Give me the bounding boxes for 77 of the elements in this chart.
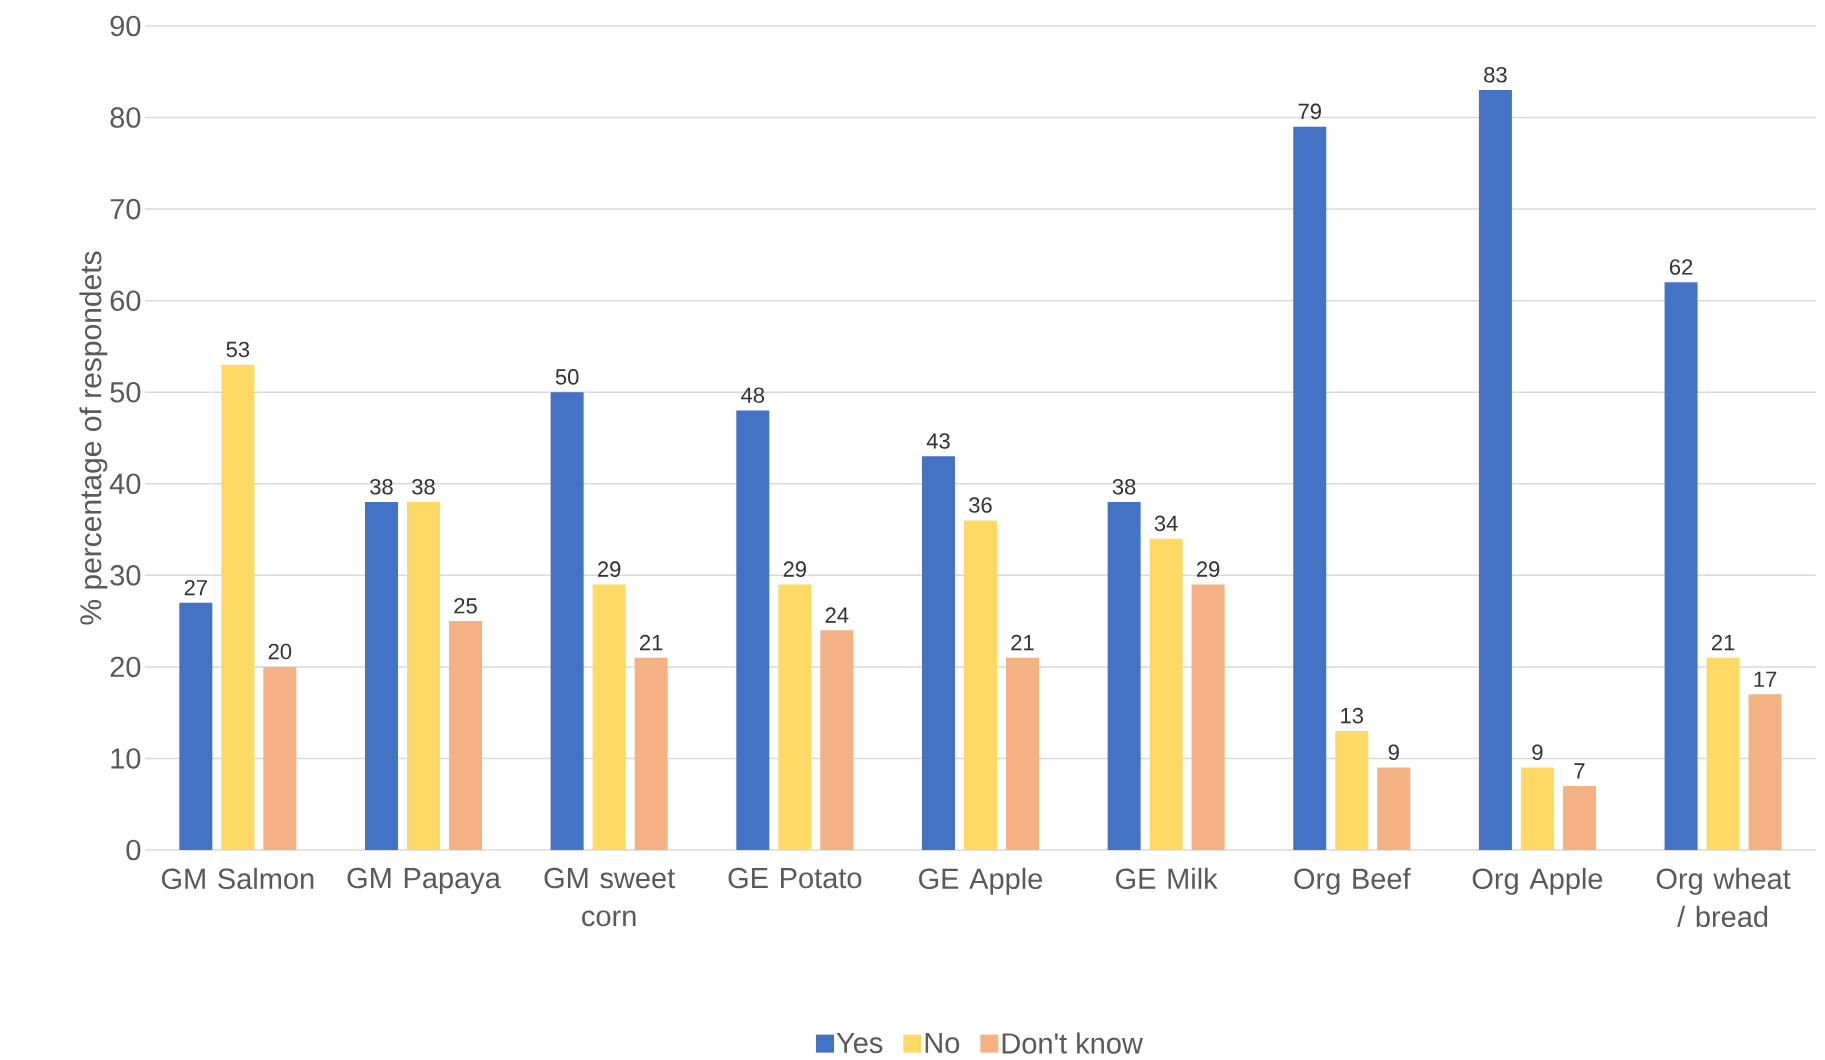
bar <box>263 666 297 850</box>
bar <box>1293 126 1327 850</box>
bar <box>1149 538 1183 850</box>
data-label: 53 <box>226 341 250 358</box>
x-tick-label: Org wheat / bread <box>1656 867 1791 928</box>
bar <box>1706 657 1740 850</box>
x-tick-label: GE Potato <box>728 867 862 889</box>
y-axis-title: % percentage of respondets <box>79 251 108 625</box>
data-label: 79 <box>1298 103 1321 120</box>
bar <box>1748 694 1782 850</box>
data-label: 29 <box>598 561 621 577</box>
x-tick-label: GM Papaya <box>347 867 501 895</box>
data-label: 43 <box>926 433 950 449</box>
bar <box>1520 767 1554 850</box>
data-label: 36 <box>969 497 992 513</box>
data-label: 21 <box>1711 634 1735 651</box>
data-label: 9 <box>1388 744 1399 761</box>
bar <box>550 392 584 850</box>
y-tick-label: 0 <box>126 839 141 861</box>
y-tick-label: 90 <box>110 15 141 37</box>
data-label: 83 <box>1484 66 1507 83</box>
data-label: 48 <box>741 387 765 404</box>
legend-label: No <box>925 1032 960 1054</box>
bar <box>1107 502 1141 850</box>
data-label: 21 <box>640 634 663 651</box>
bar <box>921 456 955 850</box>
legend-label: Don't know <box>1002 1032 1143 1054</box>
bar <box>448 621 482 850</box>
bar <box>1377 767 1411 850</box>
y-tick-label: 60 <box>110 290 141 311</box>
data-label: 17 <box>1754 671 1777 687</box>
bar <box>1005 657 1039 850</box>
data-label: 24 <box>825 607 849 623</box>
y-tick-label: 20 <box>110 656 141 678</box>
data-label: 38 <box>370 478 393 495</box>
data-label: 62 <box>1669 259 1693 275</box>
bar <box>634 657 668 850</box>
x-tick-label: GM Salmon <box>161 867 314 890</box>
data-label: 20 <box>268 643 292 660</box>
data-label: 27 <box>184 579 207 596</box>
data-label: 29 <box>1196 561 1220 577</box>
bar <box>406 502 440 850</box>
bar <box>1191 584 1225 850</box>
y-tick-label: 80 <box>110 107 141 128</box>
x-tick-label: GE Milk <box>1116 867 1218 890</box>
y-tick-label: 10 <box>111 748 141 769</box>
y-tick-label: 30 <box>110 565 141 586</box>
data-label: 25 <box>454 597 477 614</box>
data-label: 13 <box>1341 707 1364 724</box>
bar <box>1335 730 1369 850</box>
bar <box>592 584 626 850</box>
bar <box>1664 282 1698 850</box>
data-label: 50 <box>555 369 579 385</box>
bar <box>963 520 997 850</box>
bar <box>820 630 854 850</box>
bar <box>179 602 213 850</box>
x-tick-label: Org Beef <box>1294 867 1411 895</box>
x-tick-label: Org Apple <box>1472 867 1603 895</box>
legend-label: Yes <box>836 1032 883 1054</box>
bar <box>221 364 255 850</box>
data-label: 38 <box>412 478 435 495</box>
y-tick-label: 40 <box>109 473 141 495</box>
data-label: 7 <box>1574 763 1585 779</box>
bar <box>736 410 770 850</box>
bar <box>1478 90 1512 850</box>
y-tick-label: 70 <box>110 198 141 220</box>
data-label: 34 <box>1154 515 1178 532</box>
x-tick-label: GM sweet corn <box>544 867 675 927</box>
y-tick-label: 50 <box>110 381 141 403</box>
x-tick-label: GE Apple <box>919 867 1043 895</box>
data-label: 29 <box>783 561 806 577</box>
data-label: 21 <box>1011 634 1034 651</box>
data-label: 38 <box>1112 478 1136 495</box>
data-label: 9 <box>1532 744 1543 761</box>
bar <box>778 584 812 850</box>
bar <box>1562 785 1596 850</box>
bar <box>364 502 398 850</box>
